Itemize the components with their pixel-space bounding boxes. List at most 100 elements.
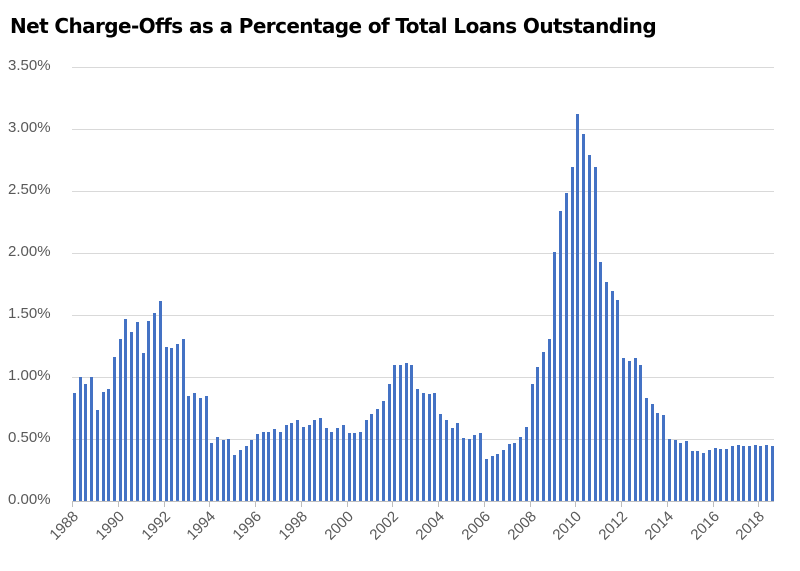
bar	[496, 453, 500, 501]
x-tick-mark	[72, 501, 73, 507]
bar	[467, 439, 471, 501]
bar	[707, 450, 711, 501]
bar	[233, 455, 237, 501]
bar	[336, 427, 340, 501]
x-tick-mark	[483, 501, 485, 507]
bar	[164, 347, 168, 501]
bar	[387, 384, 391, 501]
bar	[759, 446, 763, 501]
bar	[301, 426, 305, 501]
bar	[450, 427, 454, 501]
bar	[633, 358, 637, 501]
bar	[479, 432, 483, 501]
x-tick-mark	[255, 501, 257, 507]
bar	[627, 360, 631, 501]
bar	[490, 456, 494, 501]
x-tick-mark	[621, 501, 623, 507]
bar	[639, 364, 643, 501]
gridline	[72, 315, 774, 316]
bar	[330, 431, 334, 501]
bar	[113, 357, 117, 501]
bar	[444, 420, 448, 501]
bar	[587, 155, 591, 501]
bar	[250, 440, 254, 501]
bar	[410, 364, 414, 501]
bar	[296, 420, 300, 501]
bar	[736, 445, 740, 501]
x-tick-mark	[529, 501, 531, 507]
bar	[204, 395, 208, 501]
bar	[256, 434, 260, 501]
bar	[124, 318, 128, 501]
gridline	[72, 129, 774, 130]
bar	[696, 451, 700, 501]
bar	[473, 435, 477, 501]
bar	[158, 301, 162, 501]
bar	[364, 420, 368, 501]
chart-title: Net Charge-Offs as a Percentage of Total…	[10, 14, 657, 38]
bar	[153, 312, 157, 501]
bar	[381, 400, 385, 501]
bar	[416, 389, 420, 501]
bar	[313, 420, 317, 501]
bar	[576, 114, 580, 501]
bar	[725, 448, 729, 501]
x-tick-mark	[758, 501, 760, 507]
x-tick-mark	[712, 501, 714, 507]
bar	[685, 441, 689, 501]
bar	[719, 448, 723, 501]
y-tick-label: 2.00%	[8, 243, 51, 260]
bar	[193, 393, 197, 501]
y-tick-label: 1.50%	[8, 305, 51, 322]
gridline	[72, 377, 774, 378]
y-tick-label: 0.50%	[8, 429, 51, 446]
bar	[656, 412, 660, 501]
bar	[135, 322, 139, 501]
x-tick-mark	[117, 501, 119, 507]
bar	[284, 425, 288, 501]
bar	[216, 436, 219, 501]
bar	[524, 426, 528, 501]
x-tick-mark	[300, 501, 302, 507]
y-tick-label: 1.00%	[8, 367, 51, 384]
bar	[278, 431, 282, 501]
bar	[547, 338, 551, 501]
bar	[244, 446, 248, 501]
bar	[421, 393, 425, 501]
bar	[90, 377, 94, 501]
bar	[238, 450, 242, 501]
gridline	[72, 67, 774, 68]
bar	[221, 440, 225, 501]
bar	[622, 358, 626, 501]
bar	[673, 440, 677, 501]
bar	[439, 414, 443, 501]
bar	[530, 384, 534, 501]
bar	[187, 395, 191, 501]
bar	[95, 410, 99, 501]
bar	[141, 353, 145, 501]
bar	[553, 251, 557, 501]
bar	[616, 300, 620, 501]
bar	[399, 364, 403, 501]
bar	[507, 443, 511, 501]
y-tick-label: 3.50%	[8, 57, 51, 74]
bar	[662, 415, 666, 501]
bar	[198, 398, 202, 501]
bar	[570, 167, 574, 501]
bar	[181, 338, 185, 501]
bar	[650, 404, 654, 501]
bar	[730, 446, 734, 501]
bar	[645, 398, 648, 501]
bar	[84, 384, 88, 501]
bar	[376, 409, 380, 501]
x-tick-mark	[666, 501, 668, 507]
bar	[101, 391, 105, 501]
bar	[484, 458, 488, 501]
bar	[359, 431, 362, 501]
bar	[456, 422, 460, 501]
bar	[542, 352, 546, 501]
bar	[765, 445, 769, 501]
bar	[267, 431, 271, 501]
bar	[107, 389, 111, 501]
